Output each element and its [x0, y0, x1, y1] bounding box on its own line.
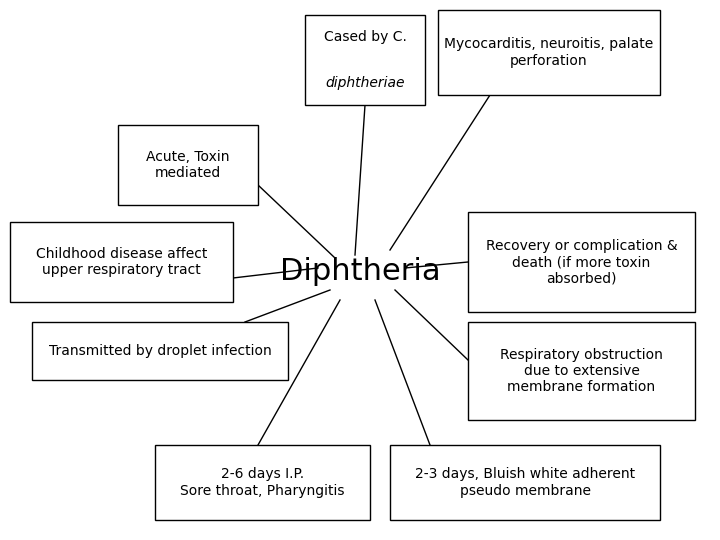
Text: Mycocarditis, neuroitis, palate
perforation: Mycocarditis, neuroitis, palate perforat… — [444, 37, 654, 68]
Text: Transmitted by droplet infection: Transmitted by droplet infection — [49, 344, 271, 358]
FancyBboxPatch shape — [155, 445, 370, 520]
FancyBboxPatch shape — [468, 322, 695, 420]
FancyBboxPatch shape — [10, 222, 233, 302]
Text: 2-3 days, Bluish white adherent
pseudo membrane: 2-3 days, Bluish white adherent pseudo m… — [415, 468, 635, 497]
Text: diphtheriae: diphtheriae — [325, 76, 405, 90]
Text: Recovery or complication &
death (if more toxin
absorbed): Recovery or complication & death (if mor… — [486, 239, 678, 285]
Text: Respiratory obstruction
due to extensive
membrane formation: Respiratory obstruction due to extensive… — [500, 348, 663, 394]
FancyBboxPatch shape — [118, 125, 258, 205]
Text: Diphtheria: Diphtheria — [279, 258, 441, 287]
FancyBboxPatch shape — [438, 10, 660, 95]
Text: Acute, Toxin
mediated: Acute, Toxin mediated — [146, 150, 230, 180]
Text: 2-6 days I.P.
Sore throat, Pharyngitis: 2-6 days I.P. Sore throat, Pharyngitis — [180, 468, 345, 497]
FancyBboxPatch shape — [390, 445, 660, 520]
FancyBboxPatch shape — [305, 15, 425, 105]
Text: Childhood disease affect
upper respiratory tract: Childhood disease affect upper respirato… — [36, 247, 207, 277]
FancyBboxPatch shape — [468, 212, 695, 312]
Text: Cased by C.: Cased by C. — [323, 30, 406, 44]
FancyBboxPatch shape — [32, 322, 288, 380]
